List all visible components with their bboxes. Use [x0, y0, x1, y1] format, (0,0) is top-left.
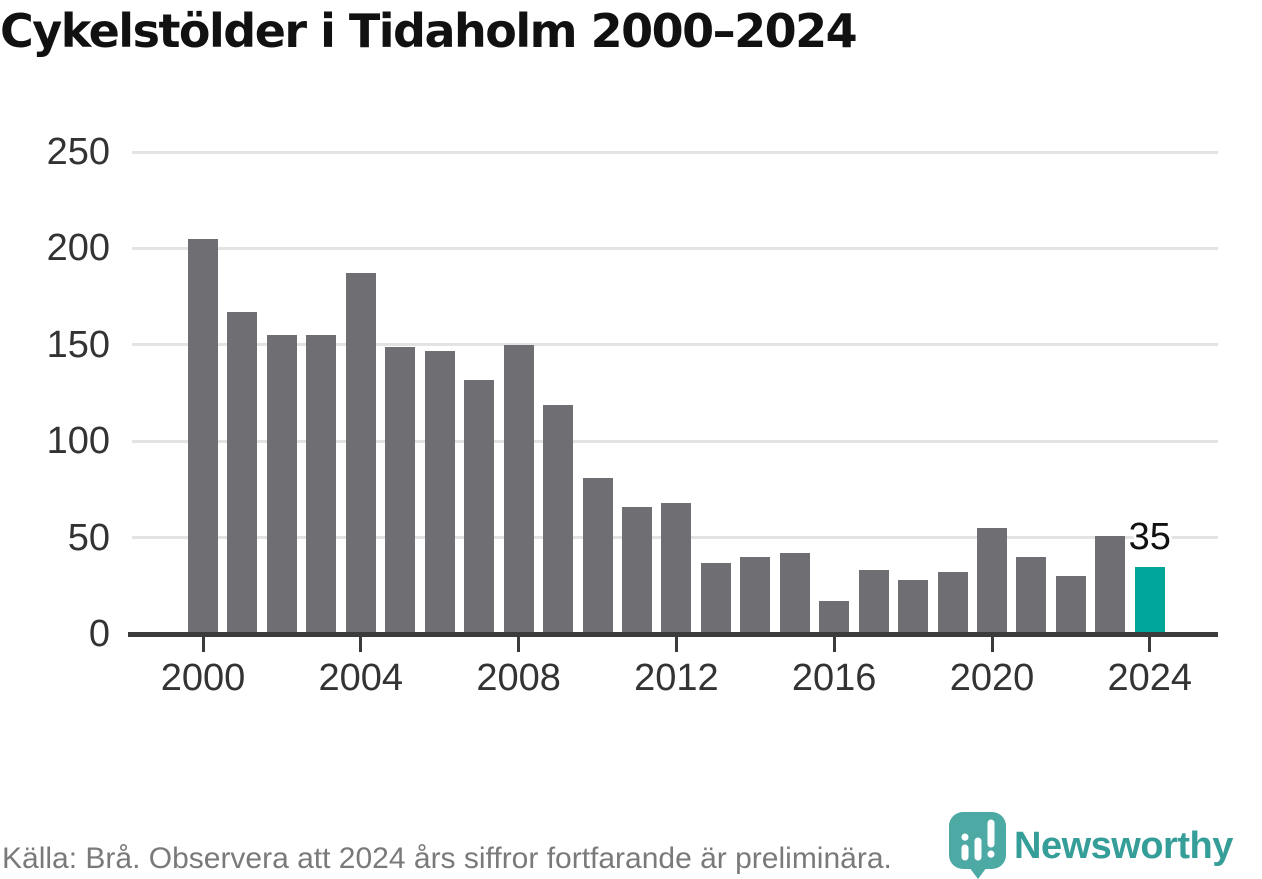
gridline-250	[132, 150, 1218, 154]
bar-2002	[266, 335, 297, 632]
newsworthy-wordmark: Newsworthy	[1014, 825, 1233, 867]
x-axis-tick-label: 2024	[1107, 657, 1193, 699]
bar-2008	[503, 344, 534, 632]
x-axis-tick	[990, 636, 994, 652]
x-axis-tick-label: 2008	[476, 657, 561, 699]
bar-2021	[1016, 556, 1047, 632]
bar-2023	[1095, 535, 1126, 632]
bar-2001	[227, 312, 258, 632]
x-axis-tick	[201, 636, 205, 652]
gridline-100	[132, 439, 1218, 443]
x-axis-tick	[674, 636, 678, 652]
y-axis-tick-label: 50	[67, 516, 110, 559]
bar-2019	[937, 572, 968, 632]
bar-2005	[385, 346, 416, 632]
bar-2007	[464, 379, 495, 632]
highlight-value-label: 35	[1128, 515, 1171, 558]
x-axis-tick-label: 2000	[160, 657, 246, 699]
bar-2016	[819, 601, 850, 632]
chart-title: Cykelstölder i Tidaholm 2000–2024	[0, 4, 858, 58]
y-axis-tick-label: 100	[46, 420, 110, 463]
y-axis-tick-label: 200	[46, 227, 110, 270]
y-axis-tick-label: 150	[46, 323, 110, 366]
newsworthy-pin-icon	[949, 812, 1006, 879]
bar-2017	[858, 570, 889, 632]
source-note: Källa: Brå. Observera att 2024 års siffr…	[2, 842, 892, 875]
bar-2003	[306, 335, 337, 632]
bar-2006	[424, 350, 455, 632]
bar-2022	[1055, 576, 1086, 632]
x-axis-line	[128, 632, 1218, 637]
x-axis-tick	[359, 636, 363, 652]
bar-2010	[582, 477, 613, 632]
bar-2014	[740, 556, 771, 632]
bar-2013	[700, 562, 731, 632]
y-axis-tick-label: 250	[46, 131, 110, 173]
bar-2020	[977, 527, 1007, 632]
bar-2009	[543, 404, 574, 632]
x-axis-tick	[517, 636, 521, 652]
gridline-150	[132, 343, 1218, 347]
bar-2000	[188, 238, 218, 632]
bar-2018	[898, 580, 929, 632]
x-axis-tick-label: 2020	[949, 657, 1035, 699]
gridline-200	[132, 246, 1218, 250]
x-axis-tick-label: 2004	[318, 657, 404, 699]
bar-2015	[779, 553, 810, 632]
bar-2024	[1134, 566, 1165, 632]
x-axis-tick-label: 2012	[634, 657, 719, 699]
x-axis-tick-label: 2016	[791, 657, 877, 699]
bar-2012	[661, 502, 692, 632]
y-axis-tick-label: 0	[88, 613, 110, 655]
x-axis-tick	[1148, 636, 1152, 652]
bar-2004	[345, 273, 376, 632]
x-axis-tick	[832, 636, 836, 652]
bar-2011	[621, 506, 652, 632]
newsworthy-logo: Newsworthy	[948, 811, 1233, 879]
